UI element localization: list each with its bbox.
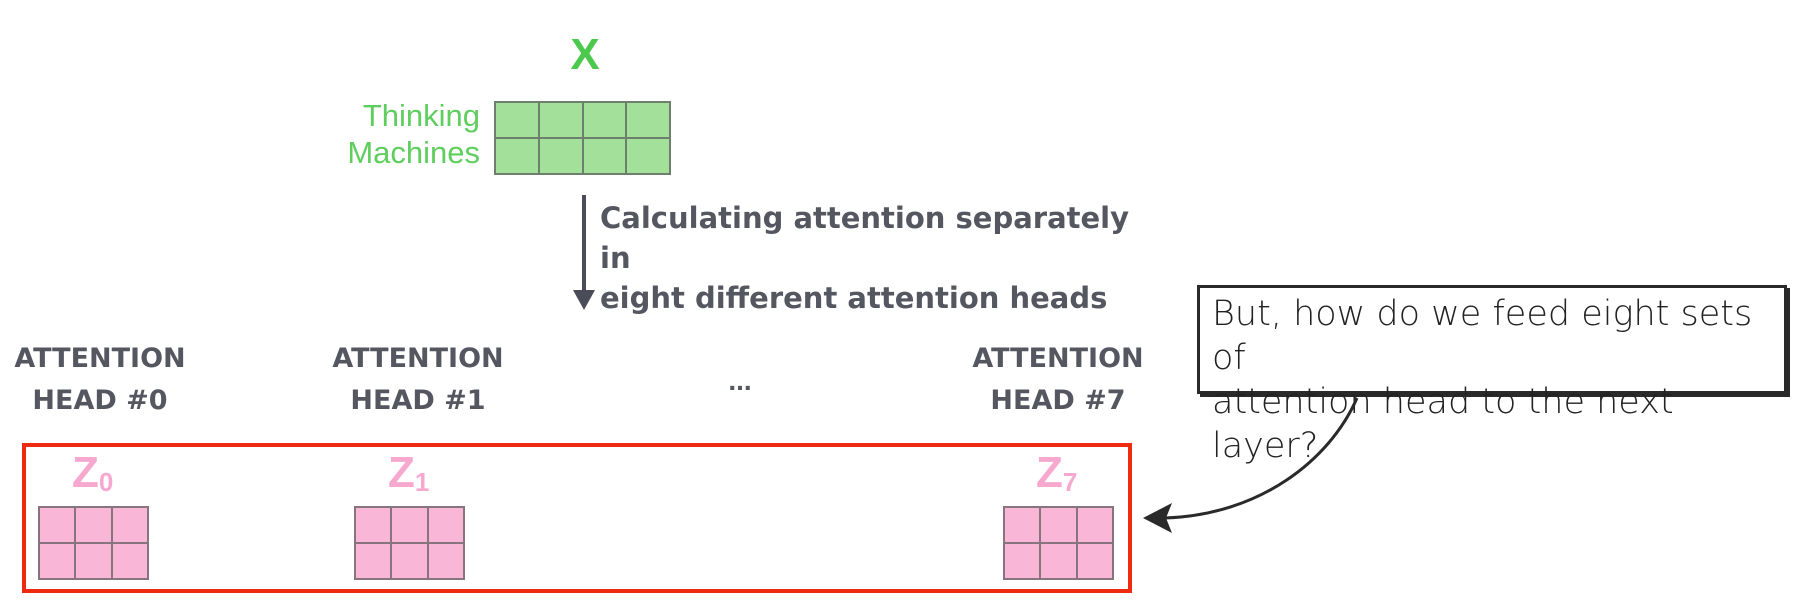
- output-group-box: [22, 443, 1132, 593]
- head-label-line1: ATTENTION: [972, 343, 1144, 374]
- head-label-line2: HEAD #7: [990, 385, 1126, 416]
- matrix-cell: [626, 138, 670, 174]
- row-label-machines: Machines: [347, 135, 480, 170]
- matrix-cell: [111, 543, 148, 579]
- matrix-cell: [1040, 507, 1077, 543]
- callout-line1: But, how do we feed eight sets of: [1212, 294, 1753, 378]
- matrix-cell: [391, 507, 428, 543]
- head-label-line2: HEAD #0: [32, 385, 168, 416]
- matrix-cell: [626, 102, 670, 138]
- matrix-cell: [582, 138, 627, 174]
- row-label-thinking: Thinking: [362, 98, 480, 133]
- matrix-cell: [1076, 507, 1113, 543]
- head-label-line2: HEAD #1: [350, 385, 486, 416]
- callout-text: But, how do we feed eight sets of attent…: [1212, 292, 1782, 468]
- matrix-cell: [355, 543, 392, 579]
- z1-matrix: [354, 506, 465, 580]
- down-arrow-icon: [573, 290, 595, 310]
- callout-line2: attention head to the next layer?: [1212, 382, 1674, 466]
- matrix-cell: [39, 507, 76, 543]
- input-x-matrix: [494, 101, 671, 175]
- matrix-cell: [39, 543, 76, 579]
- arrow-caption: Calculating attention separately in eigh…: [600, 198, 1160, 318]
- arrow-caption-line1: Calculating attention separately in: [600, 201, 1130, 275]
- matrix-cell: [582, 102, 627, 138]
- head-label-line1: ATTENTION: [14, 343, 186, 374]
- matrix-cell: [538, 102, 583, 138]
- z7-matrix: [1003, 506, 1114, 580]
- matrix-cell: [75, 543, 112, 579]
- matrix-cell: [355, 507, 392, 543]
- head-label-0: ATTENTION HEAD #0: [0, 338, 210, 422]
- head-label-1: ATTENTION HEAD #1: [308, 338, 528, 422]
- matrix-cell: [75, 507, 112, 543]
- input-x-symbol: X: [570, 30, 600, 79]
- z1-label: Z1: [388, 448, 430, 497]
- arrow-caption-line2: eight different attention heads: [600, 281, 1108, 315]
- matrix-cell: [427, 543, 464, 579]
- matrix-cell: [1004, 543, 1041, 579]
- matrix-cell: [1076, 543, 1113, 579]
- z0-matrix: [38, 506, 149, 580]
- ellipsis: ...: [728, 365, 752, 396]
- matrix-cell: [391, 543, 428, 579]
- z0-label: Z0: [72, 448, 114, 497]
- down-arrow-shaft: [582, 195, 586, 295]
- matrix-cell: [495, 102, 539, 138]
- matrix-cell: [495, 138, 539, 174]
- matrix-cell: [1040, 543, 1077, 579]
- matrix-cell: [1004, 507, 1041, 543]
- head-label-line1: ATTENTION: [332, 343, 504, 374]
- z7-label: Z7: [1036, 448, 1078, 497]
- callout-box: [1197, 285, 1787, 394]
- matrix-cell: [111, 507, 148, 543]
- matrix-cell: [538, 138, 583, 174]
- head-label-7: ATTENTION HEAD #7: [948, 338, 1168, 422]
- matrix-cell: [427, 507, 464, 543]
